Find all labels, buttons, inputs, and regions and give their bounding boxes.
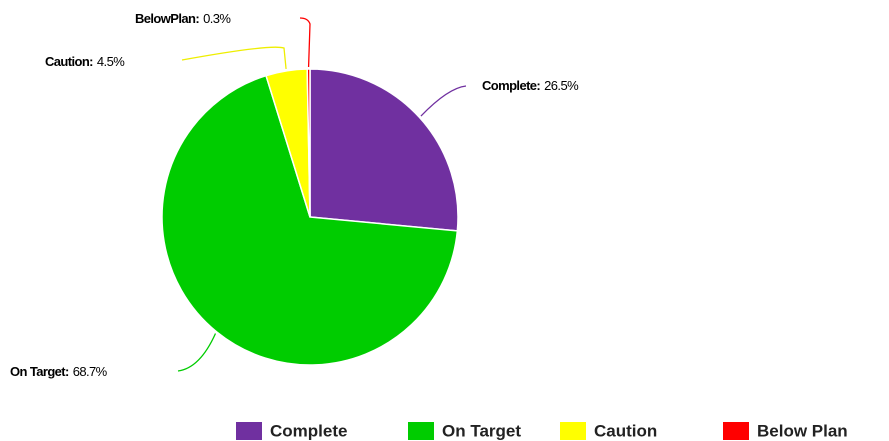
legend-label: Caution <box>594 421 657 440</box>
pie-slice <box>309 68 459 232</box>
leader-line <box>177 333 217 372</box>
legend-swatch <box>408 422 434 440</box>
legend-swatch <box>236 422 262 440</box>
data-label-name: BelowPlan: <box>135 11 199 26</box>
legend-swatch <box>560 422 586 440</box>
data-label: Complete: 26.5% <box>482 78 579 93</box>
data-label-value: 0.3% <box>203 11 231 26</box>
legend-swatch <box>723 422 749 440</box>
leader-line <box>181 46 287 69</box>
data-label-name: Caution: <box>45 54 93 69</box>
legend-label: Below Plan <box>757 421 848 440</box>
data-label: On Target: 68.7% <box>10 364 108 379</box>
leader-line <box>420 85 467 117</box>
data-label-name: On Target: <box>10 364 69 379</box>
leader-line <box>299 17 311 68</box>
data-label: Caution: 4.5% <box>45 54 125 69</box>
data-label-value: 68.7% <box>73 364 108 379</box>
legend-label: On Target <box>442 421 521 440</box>
pie-slice <box>306 68 311 218</box>
data-label-name: Complete: <box>482 78 540 93</box>
data-label-value: 4.5% <box>97 54 125 69</box>
data-label-value: 26.5% <box>544 78 579 93</box>
pie-slice <box>161 74 459 366</box>
data-label: BelowPlan: 0.3% <box>135 11 231 26</box>
legend-label: Complete <box>270 421 347 440</box>
